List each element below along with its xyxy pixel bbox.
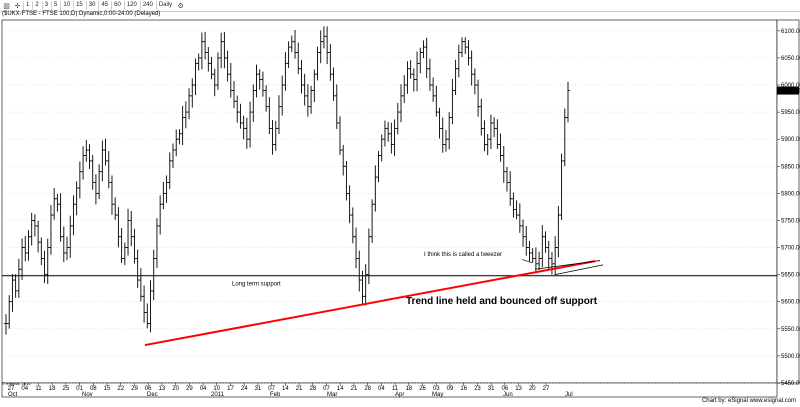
x-day-label: 20 [172, 386, 179, 392]
x-day-label: 29 [131, 386, 138, 392]
interval-button[interactable]: 60 [111, 1, 123, 10]
interval-button[interactable]: 5 [51, 1, 59, 10]
x-day-label: 04 [200, 386, 207, 392]
x-day-label: 08 [90, 386, 97, 392]
copyright-note: © eSignal, 2010 [2, 381, 31, 386]
x-day-label: 31 [488, 386, 495, 392]
x-day-label: 16 [460, 386, 467, 392]
last-price-label: 5989.76 [779, 89, 800, 95]
y-tick-label: 5650.00 [781, 273, 800, 279]
y-tick-label: 6050.00 [781, 56, 800, 62]
x-day-label: 25 [63, 386, 70, 392]
x-day-label: 24 [241, 386, 248, 392]
trend-line [144, 260, 596, 347]
x-month-label: May [432, 392, 443, 398]
interval-button[interactable]: 45 [98, 1, 110, 10]
chart-title: ($UKX-FTSE - FTSE 100,D) Dynamic,0:00-24… [2, 11, 161, 17]
interval-button[interactable]: 240 [139, 1, 155, 10]
x-day-label: 20 [529, 386, 536, 392]
tweezer-pointer [521, 259, 533, 264]
x-month-label: Feb [270, 392, 281, 398]
x-day-label: 23 [474, 386, 481, 392]
x-day-label: 11 [392, 386, 399, 392]
settings-icon[interactable]: ⚙ [177, 2, 184, 10]
x-day-label: 06 [502, 386, 509, 392]
x-day-label: 29 [186, 386, 193, 392]
interval-button[interactable]: 120 [123, 1, 139, 10]
y-tick-label: 6000.00 [781, 83, 800, 89]
chart-icon[interactable]: ▥ [3, 2, 10, 10]
x-day-label: 13 [515, 386, 522, 392]
interval-button[interactable]: 15 [73, 1, 85, 10]
x-day-label: 11 [35, 386, 42, 392]
tweezer-label: I think this is called a tweezer [424, 252, 502, 258]
interval-button[interactable]: 2 [32, 1, 40, 10]
x-day-label: 04 [21, 386, 28, 392]
x-day-label: 21 [296, 386, 303, 392]
tweezer-line [534, 260, 601, 270]
y-tick-label: 5800.00 [781, 191, 800, 197]
y-tick-label: 6100.00 [781, 29, 800, 35]
y-tick-label: 5450.00 [781, 381, 800, 387]
x-day-label: 01 [76, 386, 83, 392]
x-day-label: 28 [364, 386, 371, 392]
x-month-label: 2011 [211, 392, 225, 398]
chart-footer: Chart by: eSignal www.esignal.com [701, 398, 796, 404]
crosshair-icon[interactable]: ✛ [14, 2, 21, 10]
x-day-label: 15 [104, 386, 111, 392]
x-month-label: Apr [395, 392, 404, 398]
y-tick-label: 5550.00 [781, 327, 800, 333]
y-tick-label: 5600.00 [781, 300, 800, 306]
x-day-label: 07 [323, 386, 330, 392]
trend-label: Trend line held and bounced off support [406, 296, 598, 307]
x-day-label: 31 [255, 386, 262, 392]
x-day-label: 22 [117, 386, 124, 392]
y-tick-label: 5500.00 [781, 354, 800, 360]
plot-area [1, 19, 778, 384]
tweezer-line [554, 264, 604, 276]
y-tick-label: 5700.00 [781, 246, 800, 252]
price-axis [776, 19, 800, 384]
x-day-label: 27 [543, 386, 550, 392]
x-day-label: 18 [49, 386, 56, 392]
interval-button[interactable]: 10 [60, 1, 72, 10]
y-tick-label: 5750.00 [781, 218, 800, 224]
interval-button[interactable]: 3 [41, 1, 50, 10]
x-day-label: 18 [405, 386, 412, 392]
x-day-label: 28 [309, 386, 316, 392]
last-price-badge [777, 86, 799, 95]
x-day-label: 13 [159, 386, 166, 392]
x-month-label: Mar [327, 392, 337, 398]
x-day-label: 04 [378, 386, 385, 392]
x-day-label: 27 [8, 386, 15, 392]
x-day-label: 17 [227, 386, 234, 392]
support-label: Long term support [232, 282, 281, 288]
x-day-label: 14 [337, 386, 344, 392]
x-day-label: 21 [351, 386, 358, 392]
interval-button[interactable]: Daily [155, 1, 174, 10]
x-day-label: 03 [433, 386, 440, 392]
chart-toolbar: ▥ ✛ 1 2 3 5 10 15 30 45 60 120 240 Daily ⚙ [0, 0, 800, 12]
interval-button[interactable]: 30 [85, 1, 98, 10]
x-day-label: 09 [447, 386, 454, 392]
y-tick-label: 5850.00 [781, 164, 800, 170]
x-month-label: Oct [8, 392, 18, 398]
y-tick-label: 5950.00 [781, 110, 800, 116]
interval-button[interactable]: 1 [23, 1, 31, 10]
x-month-label: Jun [503, 392, 513, 398]
x-day-label: 26 [419, 386, 426, 392]
x-month-label: Jul [565, 392, 573, 398]
y-tick-label: 5900.00 [781, 137, 800, 143]
x-day-label: 14 [282, 386, 289, 392]
x-day-label: 06 [145, 386, 152, 392]
x-day-label: 10 [213, 386, 220, 392]
x-day-label: 07 [268, 386, 275, 392]
x-month-label: Dec [147, 392, 158, 398]
x-month-label: Nov [82, 392, 93, 398]
